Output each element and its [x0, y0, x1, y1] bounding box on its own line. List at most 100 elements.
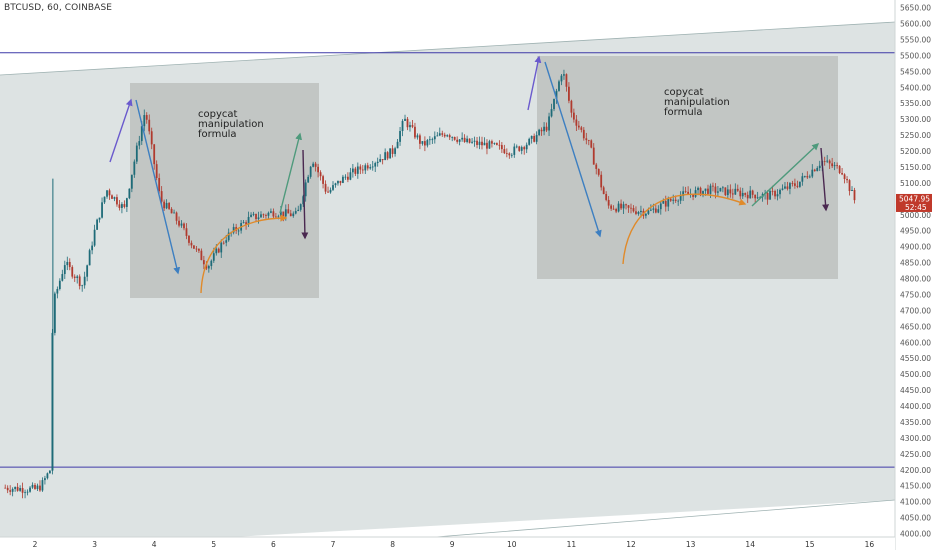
candle-body [247, 216, 250, 225]
candle [26, 489, 29, 496]
candle-body [379, 159, 382, 162]
candle [766, 190, 769, 205]
candle [78, 274, 81, 290]
candle [242, 220, 245, 224]
candle [98, 217, 101, 223]
candle [329, 187, 332, 194]
candle-body [572, 112, 575, 120]
candle-body [456, 139, 459, 142]
candle-body [396, 141, 399, 149]
candle-body [550, 109, 553, 117]
x-tick-label: 2 [33, 540, 38, 549]
candle-body [257, 217, 260, 219]
candle-body [823, 161, 826, 162]
candle [24, 489, 26, 499]
candle-body [307, 176, 310, 183]
pattern-box-right [537, 56, 838, 279]
candle [731, 188, 734, 199]
candle-body [798, 181, 801, 187]
candle [744, 192, 747, 198]
candle-body [627, 205, 630, 208]
candle-body [195, 248, 198, 250]
candle [314, 161, 317, 172]
candle [381, 158, 384, 165]
candle [81, 284, 84, 292]
y-tick-label: 5250.00 [900, 131, 931, 140]
candle-body [260, 214, 262, 218]
candle [657, 205, 660, 214]
arrow-blue-down-left [135, 99, 181, 275]
candle-body [73, 276, 76, 279]
candle-body [329, 189, 332, 193]
candle [86, 264, 89, 282]
y-tick-label: 4050.00 [900, 514, 931, 523]
candle [113, 196, 116, 202]
x-tick-label: 4 [152, 540, 157, 549]
candle [630, 203, 632, 214]
candle-body [739, 190, 742, 197]
candle [826, 155, 829, 164]
candle [274, 212, 277, 218]
y-tick-label: 4750.00 [900, 290, 931, 299]
candle [518, 145, 521, 152]
candle [707, 184, 709, 196]
candle-body [471, 141, 473, 143]
candle-body [364, 165, 367, 171]
candle-body [351, 168, 354, 173]
candle [371, 160, 374, 171]
candle-body [34, 484, 36, 489]
candle-body [563, 74, 565, 76]
candle-body [279, 211, 282, 217]
candle [741, 187, 744, 199]
x-tick-label: 10 [507, 540, 517, 549]
candle [232, 223, 235, 235]
candle-body [712, 185, 714, 187]
candle-body [751, 190, 754, 195]
candle [210, 259, 213, 270]
candle-body [448, 135, 451, 138]
candle [726, 185, 729, 200]
candle-body [332, 185, 334, 190]
candle [610, 204, 613, 211]
candle-body [724, 187, 727, 196]
candle-body [419, 135, 421, 144]
candle-body [632, 208, 635, 212]
candle-body [289, 213, 292, 217]
candle-body [371, 166, 374, 168]
candle-body [637, 212, 640, 214]
candle [801, 172, 804, 186]
candle-body [438, 133, 441, 136]
candle [784, 182, 786, 190]
candle-body [292, 213, 295, 217]
candle [637, 210, 640, 216]
y-tick-label: 4400.00 [900, 402, 931, 411]
y-tick-label: 5200.00 [900, 147, 931, 156]
candle-body [478, 141, 481, 145]
candle [721, 185, 724, 193]
candle-body [376, 161, 379, 164]
candle-body [565, 74, 568, 87]
candle-body [138, 141, 141, 146]
annotation-left-line-1: copycat [198, 109, 238, 120]
candle [684, 186, 687, 194]
candle-body [317, 166, 319, 173]
candle-body [575, 119, 578, 126]
candle [63, 260, 66, 279]
candle [265, 213, 267, 219]
candle-body [496, 143, 498, 145]
candle-body [56, 288, 59, 294]
candle-body [175, 212, 178, 221]
candle-body [774, 191, 776, 197]
candle-body [411, 125, 414, 127]
candle-body [193, 245, 195, 249]
candle-body [130, 174, 133, 189]
candle-body [91, 245, 94, 251]
y-tick-label: 4600.00 [900, 338, 931, 347]
candle-body [744, 192, 747, 195]
candle-body [314, 163, 317, 167]
curve-orange-left [200, 214, 288, 294]
candle-body [622, 204, 625, 209]
candle [570, 99, 573, 118]
candle-body [185, 228, 188, 236]
